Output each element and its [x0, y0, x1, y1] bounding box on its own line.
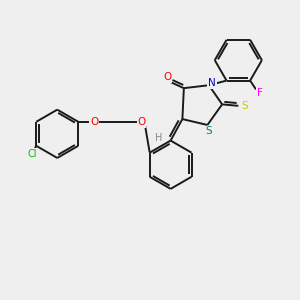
Text: O: O [163, 72, 172, 82]
Text: S: S [242, 101, 248, 111]
Text: H: H [154, 133, 162, 142]
Text: N: N [208, 78, 216, 88]
Text: O: O [90, 117, 98, 127]
Text: Cl: Cl [27, 149, 37, 159]
Text: O: O [137, 117, 146, 127]
Text: S: S [206, 126, 212, 136]
Text: F: F [256, 88, 262, 98]
